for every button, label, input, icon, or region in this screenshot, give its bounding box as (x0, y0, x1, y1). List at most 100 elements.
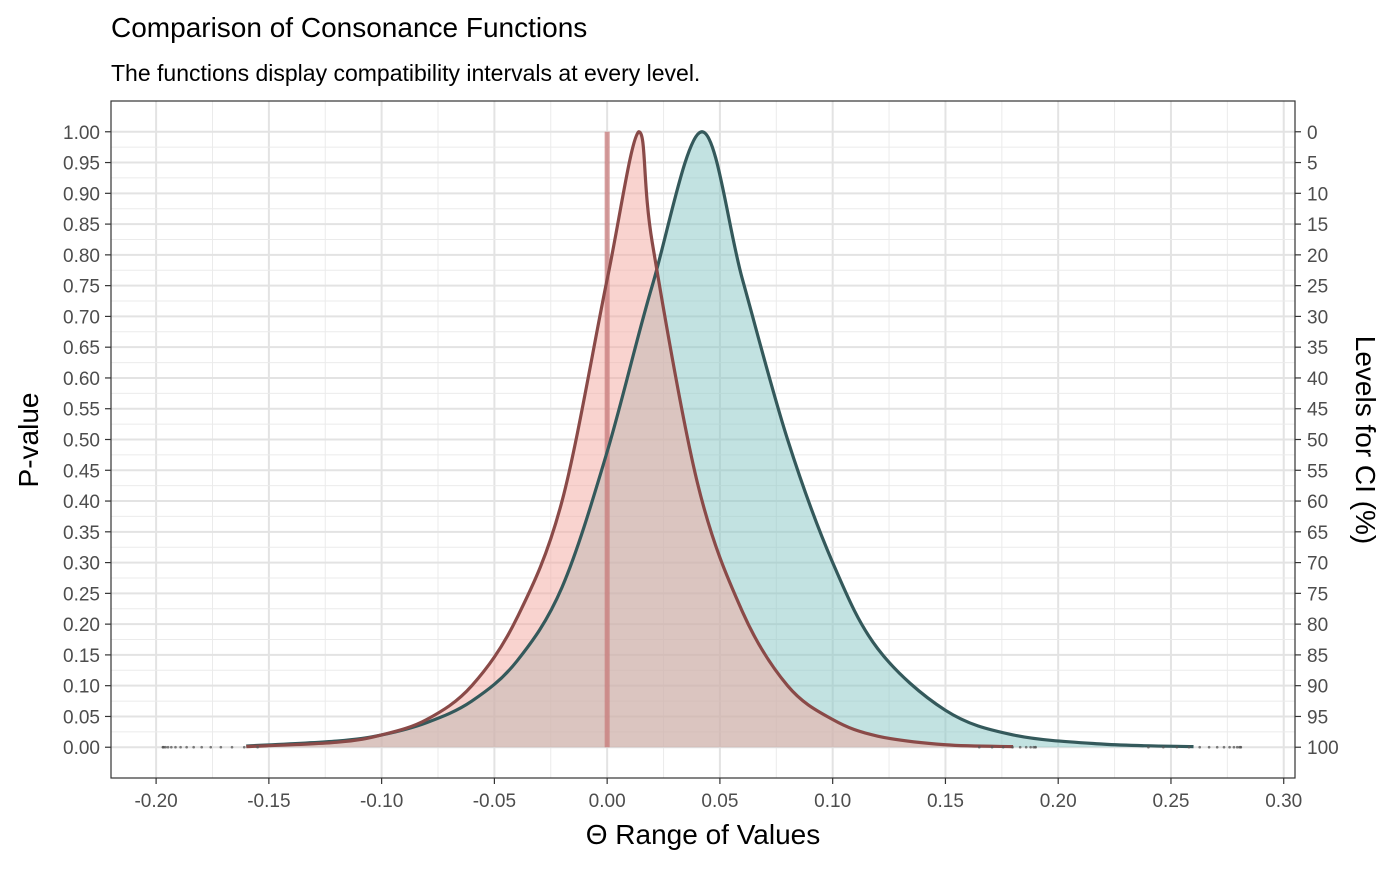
x-tick-label: 0.30 (1265, 791, 1302, 812)
rug-point (1147, 745, 1150, 749)
rug-point (192, 745, 195, 749)
x-tick-label: -0.05 (473, 791, 516, 812)
y-tick-label: 0.40 (63, 492, 100, 513)
rug-point (1162, 745, 1165, 749)
rug-point (174, 745, 177, 749)
y-tick-label: 0.55 (63, 400, 100, 421)
rug-point (1238, 745, 1241, 749)
y-tick-label: 0.50 (63, 431, 100, 452)
x-tick-label: -0.20 (134, 791, 177, 812)
y-tick-label: 1.00 (63, 123, 100, 144)
y-tick-label: 0.25 (63, 584, 100, 605)
y2-tick-label: 80 (1307, 615, 1328, 636)
y2-tick-label: 40 (1307, 369, 1328, 390)
y2-tick-label: 75 (1307, 584, 1328, 605)
x-tick-label: 0.10 (814, 791, 851, 812)
series-area-1 (246, 131, 1194, 748)
y2-axis: 1009590858075706560555045403530252015105… (1295, 123, 1339, 759)
x-axis: -0.20 -0.15 -0.10 -0.05 0.00 0.05 0.10 0.15 0.20… (134, 778, 1302, 812)
y-axis-label: P-value (13, 393, 44, 488)
y2-tick-label: 60 (1307, 492, 1328, 513)
rug-point (242, 745, 246, 749)
y2-tick-label: 30 (1307, 307, 1328, 328)
y-tick-label: 0.05 (63, 707, 100, 728)
chart-title: Comparison of Consonance Functions (111, 12, 587, 43)
rug-point (1228, 745, 1231, 749)
y-tick-label: 0.45 (63, 461, 100, 482)
y2-tick-label: 85 (1307, 646, 1328, 667)
y2-tick-label: 15 (1307, 215, 1328, 236)
y-axis: 0.00 0.05 0.10 0.15 0.20 0.25 0.30 0.35 0.40 0.45… (63, 123, 111, 759)
y-tick-label: 0.00 (63, 738, 100, 759)
x-tick-label: -0.15 (247, 791, 290, 812)
rug-point (990, 745, 994, 749)
rug-point (977, 745, 981, 749)
x-tick-label: 0.05 (701, 791, 738, 812)
y2-tick-label: 5 (1307, 154, 1318, 175)
rug-point (209, 745, 213, 749)
rug-point (1029, 745, 1032, 749)
x-tick-label: -0.10 (360, 791, 403, 812)
series-areas (246, 130, 1194, 749)
y-tick-label: 0.95 (63, 154, 100, 175)
rug-point (170, 745, 173, 749)
y-tick-label: 0.75 (63, 277, 100, 298)
x-tick-label: 0.15 (927, 791, 964, 812)
y-tick-label: 0.15 (63, 646, 100, 667)
rug-point (256, 745, 259, 749)
rug-point (1011, 745, 1014, 749)
rug-point (219, 745, 223, 749)
y2-tick-label: 50 (1307, 431, 1328, 452)
y-tick-label: 0.10 (63, 677, 100, 698)
y-tick-label: 0.90 (63, 184, 100, 205)
y2-tick-label: 55 (1307, 461, 1328, 482)
rug-point (1175, 745, 1179, 749)
rug-point (1032, 745, 1035, 749)
y-tick-label: 0.20 (63, 615, 100, 636)
rug-point (1198, 745, 1201, 749)
series-line-0 (246, 130, 1014, 749)
y2-tick-label: 10 (1307, 184, 1328, 205)
y-tick-label: 0.80 (63, 246, 100, 267)
y2-tick-label: 45 (1307, 400, 1328, 421)
rug-point (179, 745, 182, 749)
rug-point (1018, 745, 1022, 749)
rug-point (164, 745, 167, 749)
x-tick-label: 0.00 (589, 791, 626, 812)
y2-tick-label: 35 (1307, 338, 1328, 359)
rug-point (166, 745, 170, 749)
y-tick-label: 0.60 (63, 369, 100, 390)
y2-tick-label: 20 (1307, 246, 1328, 267)
y2-tick-label: 90 (1307, 677, 1328, 698)
rug-point (200, 745, 203, 749)
x-axis-label: Θ Range of Values (586, 819, 821, 850)
x-tick-label: 0.20 (1040, 791, 1077, 812)
y-tick-label: 0.85 (63, 215, 100, 236)
series-line-1 (246, 130, 1194, 749)
y-tick-label: 0.35 (63, 523, 100, 544)
rug-point (185, 745, 188, 749)
y2-tick-label: 65 (1307, 523, 1328, 544)
rug-point (1235, 745, 1239, 749)
y2-axis-label: Levels for CI (%) (1350, 336, 1381, 545)
rug-point (1001, 745, 1005, 749)
y2-tick-label: 0 (1307, 123, 1318, 144)
y-tick-label: 0.30 (63, 554, 100, 575)
y2-tick-label: 70 (1307, 554, 1328, 575)
rug-point (1222, 745, 1226, 749)
x-tick-label: 0.25 (1152, 791, 1189, 812)
y-tick-label: 0.65 (63, 338, 100, 359)
series-area-0 (246, 131, 1014, 748)
rug-point (230, 745, 234, 749)
rug-marks (161, 745, 1243, 749)
rug-point (1215, 745, 1219, 749)
rug-point (1207, 745, 1211, 749)
rug-point (1024, 745, 1028, 749)
chart-subtitle: The functions display compatibility inte… (111, 60, 700, 86)
y2-tick-label: 95 (1307, 707, 1328, 728)
y-tick-label: 0.70 (63, 307, 100, 328)
y2-tick-label: 100 (1307, 738, 1339, 759)
rug-point (1187, 745, 1191, 749)
